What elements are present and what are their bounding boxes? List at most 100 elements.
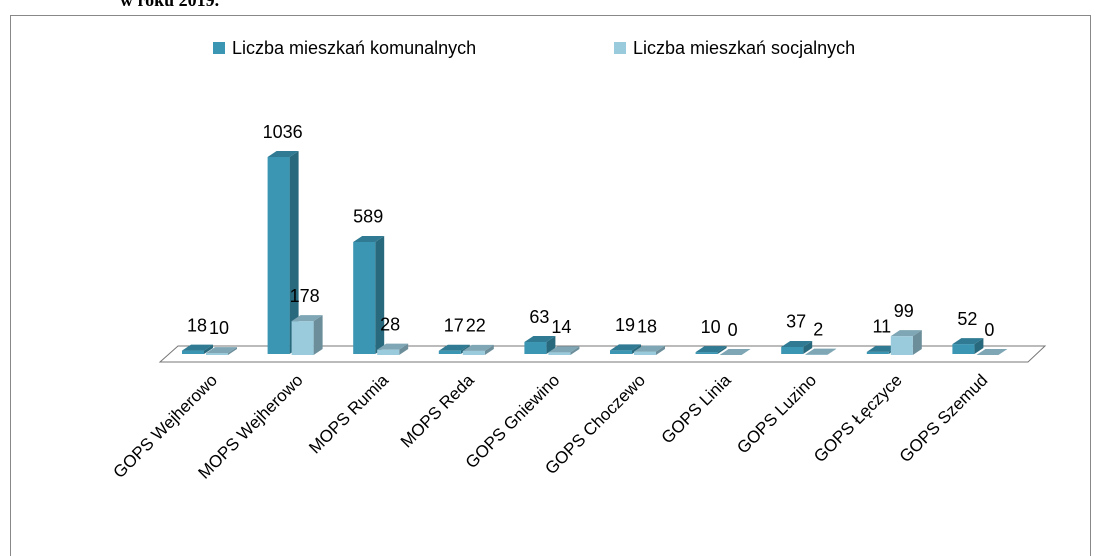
x-tick-label: GOPS Linia <box>658 370 735 447</box>
chart-frame <box>10 15 1091 556</box>
bar <box>267 151 299 354</box>
bar-top <box>548 346 580 353</box>
bar-side <box>570 346 580 355</box>
bar-top <box>267 151 299 157</box>
x-tick-label: GOPS Szemud <box>896 371 992 467</box>
data-label: 589 <box>353 207 383 227</box>
bar-front <box>291 321 314 355</box>
bar-side <box>399 343 409 355</box>
bar-top <box>976 349 1008 355</box>
legend-label: Liczba mieszkań socjalnych <box>633 38 855 58</box>
legend-label: Liczba mieszkań komunalnych <box>232 38 476 58</box>
data-label: 178 <box>290 286 320 306</box>
bar-front <box>267 157 290 354</box>
bar <box>695 346 727 354</box>
bar <box>291 315 323 355</box>
bar <box>781 340 813 354</box>
data-label: 10 <box>701 317 721 337</box>
bar-front <box>462 350 485 355</box>
data-label: 17 <box>444 316 464 336</box>
bar-top <box>695 346 727 353</box>
data-label: 52 <box>957 309 977 329</box>
bar-front <box>866 351 889 354</box>
bar <box>353 235 385 354</box>
bar-top <box>890 330 922 337</box>
bar-front <box>206 353 228 355</box>
bar-front <box>634 351 656 355</box>
data-label: 0 <box>984 320 994 340</box>
bar-top <box>353 235 385 242</box>
bar <box>548 346 580 355</box>
bar <box>805 348 837 355</box>
bar-side <box>912 330 922 355</box>
bar-top <box>182 344 213 351</box>
bar <box>719 349 751 356</box>
data-label: 19 <box>615 315 635 335</box>
bar-front <box>377 349 400 355</box>
bar-side <box>656 345 665 355</box>
bar-side <box>803 340 813 354</box>
bar-front <box>548 352 571 355</box>
bar <box>377 343 409 355</box>
bar-top <box>462 344 494 351</box>
bar-top <box>206 347 237 354</box>
bar-front <box>610 350 632 354</box>
bar <box>182 344 213 354</box>
bar <box>206 347 237 355</box>
bar-side <box>313 315 323 355</box>
legend-swatch <box>213 42 225 54</box>
caption: w roku 2019. <box>120 0 219 10</box>
bar-side <box>289 151 299 354</box>
data-label: 22 <box>466 316 486 336</box>
bar-front <box>353 241 376 354</box>
bar <box>524 336 556 354</box>
bar-front <box>781 346 804 354</box>
bar-front <box>182 350 204 354</box>
bar <box>952 338 984 354</box>
x-tick-label: MOPS Rumia <box>305 370 392 457</box>
bar-top <box>866 345 898 352</box>
data-label: 63 <box>529 307 549 327</box>
bar-side <box>228 347 237 355</box>
bar-front <box>438 350 461 354</box>
x-tick-label: GOPS Łęczyce <box>810 371 906 467</box>
bar <box>890 330 922 355</box>
x-tick-label: GOPS Luzino <box>733 371 820 458</box>
data-label: 2 <box>813 319 823 339</box>
data-label: 18 <box>187 315 207 335</box>
bar-side <box>375 235 385 354</box>
bar-front <box>524 342 547 354</box>
bar-front <box>952 344 975 354</box>
bar-top <box>438 344 470 351</box>
data-label: 0 <box>728 320 738 340</box>
bar-top <box>952 338 984 345</box>
data-label: 99 <box>894 301 914 321</box>
bar-front <box>890 336 913 355</box>
bar-top <box>719 349 751 355</box>
bar-top <box>377 343 409 350</box>
bar-top <box>634 345 665 352</box>
bar <box>462 344 494 355</box>
bar-top <box>524 336 556 343</box>
bar-side <box>974 338 984 354</box>
data-label: 14 <box>551 317 571 337</box>
bar-top <box>805 348 837 355</box>
bar-side <box>546 336 556 354</box>
bar-side <box>484 344 494 355</box>
data-label: 18 <box>637 316 657 336</box>
data-label: 11 <box>872 317 891 337</box>
bar-top <box>291 315 323 322</box>
bar-top <box>781 340 813 347</box>
x-tick-label: MOPS Reda <box>397 370 478 451</box>
bar-front <box>695 352 718 354</box>
bar <box>634 345 665 355</box>
data-label: 37 <box>786 312 806 332</box>
data-label: 1036 <box>263 122 303 142</box>
bar <box>976 349 1008 356</box>
data-label: 28 <box>380 314 400 334</box>
bar-top <box>610 344 641 351</box>
bar-side <box>827 348 837 355</box>
data-label: 10 <box>209 318 229 338</box>
bar-side <box>204 344 213 354</box>
